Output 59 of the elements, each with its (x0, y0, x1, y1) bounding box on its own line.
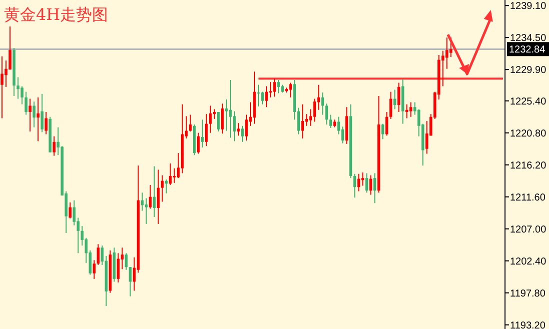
candlestick (449, 37, 452, 58)
candlestick (116, 252, 120, 283)
y-tick-label: 1207.00 (510, 224, 547, 236)
candlestick (209, 105, 212, 134)
candlestick (217, 111, 220, 132)
candlestick (160, 174, 164, 202)
candlestick (172, 168, 176, 184)
y-tick-label: 1193.20 (510, 320, 546, 329)
candlestick (196, 132, 200, 154)
y-tick-label: 1216.20 (510, 160, 547, 172)
candlestick (261, 91, 264, 105)
candlestick (40, 93, 44, 133)
candlestick (92, 260, 96, 280)
candlestick (445, 37, 448, 70)
candlestick (188, 114, 192, 132)
candlestick (28, 98, 32, 132)
candlestick (201, 119, 204, 148)
candlestick (329, 114, 332, 128)
candlestick (225, 98, 228, 132)
candlestick (245, 114, 248, 142)
candlestick (20, 86, 24, 105)
candlestick (325, 103, 328, 126)
y-tick-label: 1211.60 (510, 192, 546, 204)
candlestick (313, 98, 316, 122)
candlestick (233, 110, 236, 142)
y-tick-label: 1197.80 (510, 288, 546, 300)
candlestick (425, 120, 428, 154)
candlestick (0, 56, 4, 119)
y-tick-label: 1220.80 (510, 128, 547, 140)
candlestick (16, 76, 20, 100)
candlestick (32, 101, 36, 128)
candlestick (229, 79, 232, 138)
chart-title: 黄金4H走势图 (4, 5, 108, 24)
y-tick-label: 1202.40 (510, 256, 547, 268)
candlestick (241, 125, 244, 142)
y-tick-label: 1225.40 (510, 96, 547, 108)
candlestick (237, 122, 240, 136)
y-tick-label: 1234.50 (510, 33, 547, 44)
candlestick (289, 82, 292, 98)
candlestick (269, 82, 272, 98)
candlestick (68, 202, 72, 219)
candlestick (44, 111, 48, 135)
candlestick (321, 92, 324, 116)
ref-line-label: 1232.84 (509, 44, 546, 56)
y-tick-label: 1239.10 (510, 1, 547, 12)
candlestick (273, 78, 276, 98)
candlestick (52, 136, 56, 156)
candlestick (221, 103, 224, 134)
candlestick (205, 114, 208, 147)
candlestick (148, 184, 152, 210)
candlestick (301, 104, 304, 139)
candlestick (277, 79, 280, 94)
candlestick (257, 84, 260, 107)
y-tick-label: 1229.90 (510, 65, 547, 76)
candlestick (24, 91, 28, 116)
candlestick (409, 102, 412, 118)
candlestick (36, 96, 40, 142)
candlestick (265, 86, 268, 108)
candlestick (144, 198, 148, 224)
